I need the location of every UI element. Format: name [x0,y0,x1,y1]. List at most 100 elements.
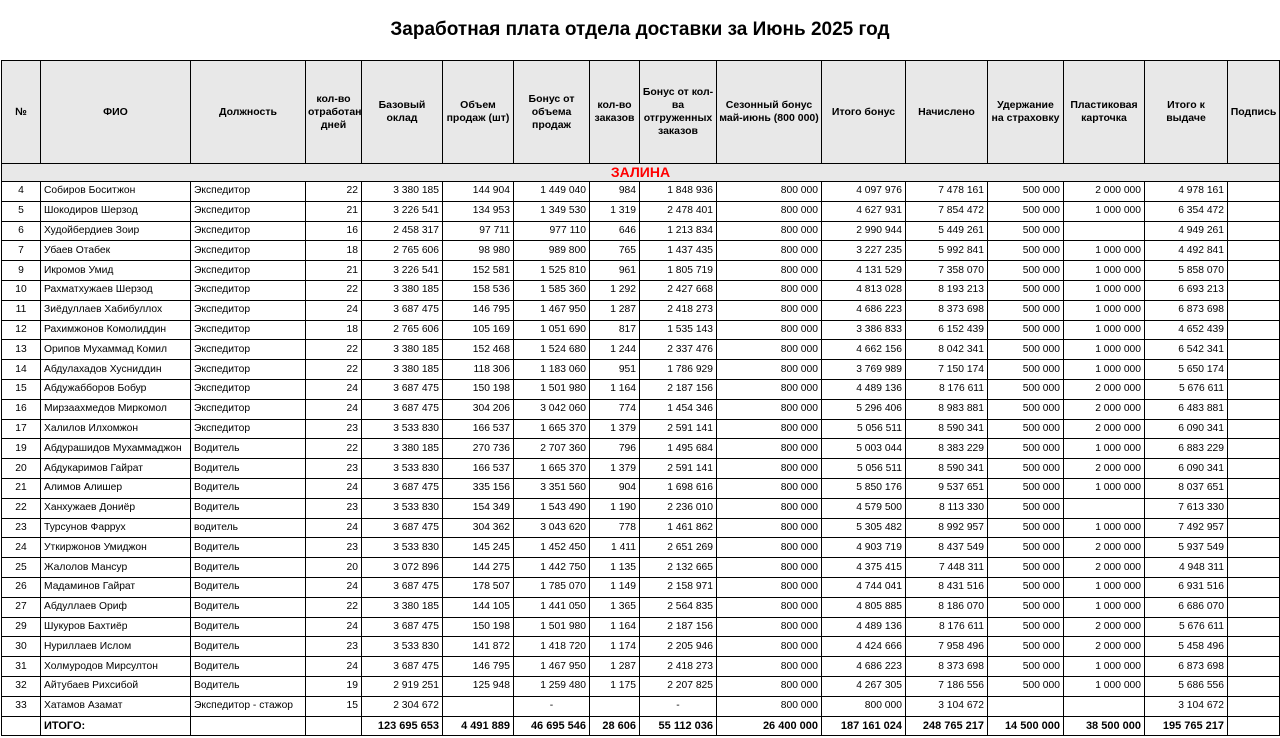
table-cell: 904 [589,477,640,499]
table-cell [1227,200,1280,222]
table-cell [1227,576,1280,598]
table-cell: Рахматхужаев Шерзод [40,279,191,301]
column-header: № [1,60,41,164]
table-cell: 3 687 475 [361,477,443,499]
table-cell: Зиёдуллаев Хабибуллох [40,299,191,321]
table-cell: 800 000 [716,695,822,717]
table-cell: 24 [305,299,362,321]
total-cell: 187 161 024 [821,715,906,736]
page-title: Заработная плата отдела доставки за Июнь… [390,19,890,40]
table-cell: 4 805 885 [821,596,906,618]
table-cell: Экспедитор [190,299,306,321]
table-cell: 961 [589,260,640,281]
table-cell: 8 373 698 [905,299,988,321]
table-cell: 8 113 330 [905,497,988,519]
table-cell: 1 805 719 [639,260,717,281]
table-cell: 4 686 223 [821,299,906,321]
table-cell: 18 [305,240,362,262]
table-cell: 3 533 830 [361,636,443,658]
table-cell [1227,596,1280,618]
table-cell: 152 581 [442,260,514,281]
group-row: ЗАЛИНА [1,163,1280,182]
table-cell: 5 937 549 [1144,537,1228,559]
table-cell: 800 000 [716,576,822,598]
table-cell: 8 176 611 [905,616,988,638]
table-cell: 1 535 143 [639,319,717,341]
table-cell: Рахимжонов Комолиддин [40,319,191,341]
table-cell [1227,339,1280,361]
table-cell: Водитель [190,596,306,618]
table-cell: 1 501 980 [513,616,590,638]
table-cell [1063,695,1145,717]
table-cell: 1 441 050 [513,596,590,618]
table-cell: 2 000 000 [1063,378,1145,400]
table-cell: 800 000 [716,260,822,281]
table-cell: 1 000 000 [1063,359,1145,380]
table-cell: 7 448 311 [905,557,988,578]
table-cell: 3 533 830 [361,497,443,519]
table-cell: 15 [1,378,41,400]
table-cell: Экспедитор [190,359,306,380]
table-cell: 3 380 185 [361,181,443,202]
table-cell: 1 467 950 [513,299,590,321]
table-cell: 8 992 957 [905,517,988,539]
table-cell: 158 536 [442,279,514,301]
table-cell: 24 [305,656,362,677]
table-cell: 6 873 698 [1144,299,1228,321]
table-cell: 800 000 [716,557,822,578]
table-cell: Экспедитор [190,260,306,281]
table-cell: Экспедитор [190,378,306,400]
table-cell: 16 [1,398,41,420]
table-cell: 1 585 360 [513,279,590,301]
table-cell: 98 980 [442,240,514,262]
table-row: 11 Зиёдуллаев Хабибуллох Экспедитор 24 3 687… [1,299,1280,321]
table-row: 33 Хатамов Азамат Экспедитор - стажор 15 2 3… [1,695,1280,717]
table-cell: 9 [1,260,41,281]
table-cell: 24 [305,398,362,420]
table-cell: 800 000 [716,240,822,262]
table-cell: 23 [305,636,362,658]
table-cell: 3 687 475 [361,616,443,638]
table-cell: 4 489 136 [821,616,906,638]
table-cell: 14 [1,359,41,380]
table-cell: 500 000 [987,359,1064,380]
table-cell: 3 533 830 [361,418,443,440]
table-cell: 8 186 070 [905,596,988,618]
table-cell: 5 296 406 [821,398,906,420]
table-cell: 1 442 750 [513,557,590,578]
table-cell: 304 362 [442,517,514,539]
table-cell: 5 676 611 [1144,378,1228,400]
table-cell: Водитель [190,576,306,598]
table-cell: 8 176 611 [905,378,988,400]
table-cell: 4 267 305 [821,675,906,697]
table-cell: Жалолов Мансур [40,557,191,578]
table-cell: 10 [1,279,41,301]
table-cell: 500 000 [987,279,1064,301]
table-cell: 1 000 000 [1063,339,1145,361]
table-cell: 1 000 000 [1063,260,1145,281]
table-cell: 1 437 435 [639,240,717,262]
table-cell: 1 000 000 [1063,576,1145,598]
table-cell: Экспедитор - стажор [190,695,306,717]
table-cell: 1 461 862 [639,517,717,539]
table-cell [1227,517,1280,539]
table-cell: Хатамов Азамат [40,695,191,717]
table-row: 14 Абдулахадов Хусниддин Экспедитор 22 3 380… [1,359,1280,380]
table-cell: Экспедитор [190,181,306,202]
table-cell: 1 183 060 [513,359,590,380]
table-cell: 6 354 472 [1144,200,1228,222]
table-row: 19 Абдурашидов Мухаммаджон Водитель 22 3 380… [1,438,1280,460]
table-cell: 335 156 [442,477,514,499]
table-row: 27 Абдуллаев Ориф Водитель 22 3 380 185 144 1… [1,596,1280,618]
total-row: ИТОГО: 123 695 653 4 491 889 46 695 546 28 6… [1,715,1280,736]
table-row: 4 Собиров Боситжон Экспедитор 22 3 380 185 14… [1,181,1280,202]
table-cell: 118 306 [442,359,514,380]
table-cell: 1 000 000 [1063,477,1145,499]
table-cell: 6 090 341 [1144,458,1228,479]
total-cell: 55 112 036 [639,715,717,736]
table-cell: 2 591 141 [639,418,717,440]
table-cell: 1 454 346 [639,398,717,420]
column-header: Объем продаж (шт) [442,60,514,164]
table-cell: 4 375 415 [821,557,906,578]
table-cell: 152 468 [442,339,514,361]
